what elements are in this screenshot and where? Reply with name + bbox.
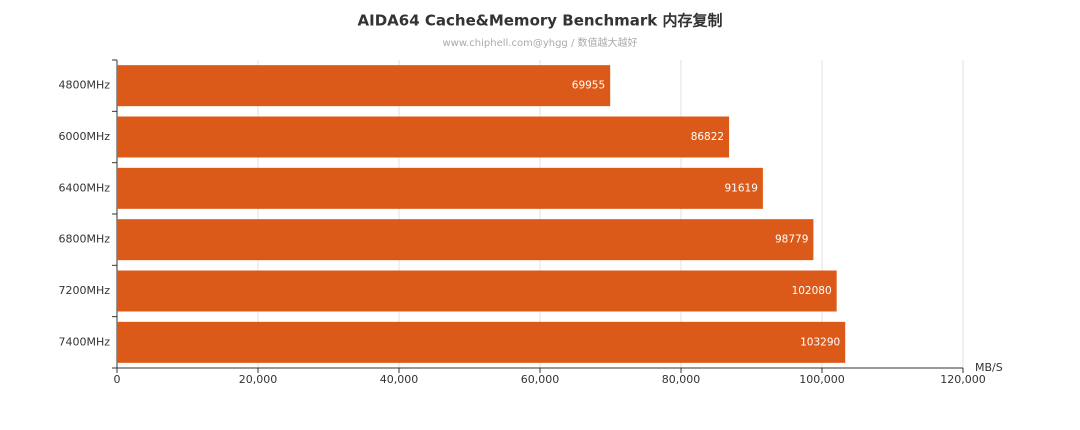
- x-axis-label: MB/S: [975, 361, 1003, 374]
- x-tick-label: 0: [114, 373, 121, 386]
- y-tick-label: 6400MHz: [58, 181, 110, 194]
- x-tick-label: 120,000: [940, 373, 986, 386]
- chart-subtitle: www.chiphell.com@yhgg / 数值越大越好: [442, 36, 637, 49]
- y-tick-label: 6800MHz: [58, 233, 110, 246]
- bar: [117, 270, 837, 312]
- value-label: 69955: [572, 80, 605, 92]
- value-label: 102080: [792, 285, 832, 297]
- y-tick-label: 6000MHz: [58, 130, 110, 143]
- value-label: 91619: [725, 182, 758, 194]
- value-label: 86822: [691, 131, 724, 143]
- x-tick-label: 80,000: [662, 373, 701, 386]
- x-tick-label: 40,000: [380, 373, 419, 386]
- y-tick-label: 7400MHz: [58, 335, 110, 348]
- bar: [117, 219, 814, 261]
- y-tick-label: 4800MHz: [58, 79, 110, 92]
- x-tick-label: 60,000: [521, 373, 560, 386]
- chart-title: AIDA64 Cache&Memory Benchmark 内存复制: [358, 12, 723, 30]
- value-label: 98779: [775, 234, 808, 246]
- value-label: 103290: [800, 336, 840, 348]
- y-tick-label: 7200MHz: [58, 284, 110, 297]
- bar: [117, 321, 846, 363]
- bar: [117, 116, 730, 158]
- bar: [117, 65, 611, 107]
- x-tick-label: 20,000: [239, 373, 278, 386]
- bar: [117, 167, 763, 209]
- x-tick-label: 100,000: [799, 373, 845, 386]
